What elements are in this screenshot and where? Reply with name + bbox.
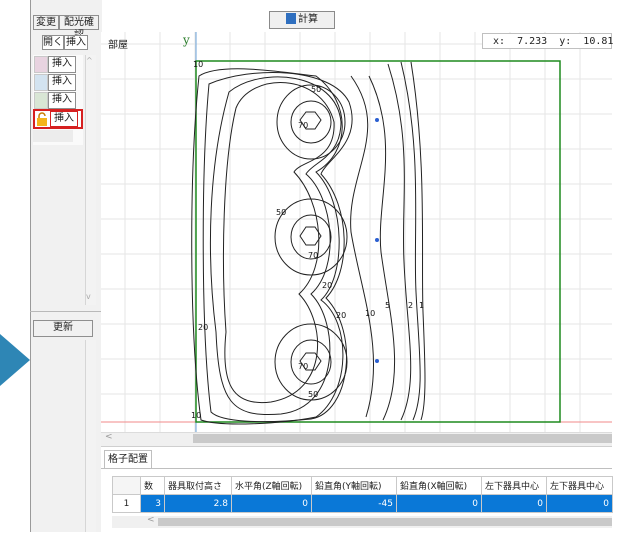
table-scroll-left-icon[interactable]: < <box>147 515 155 525</box>
column-header[interactable]: 器具取付高さ <box>164 476 232 495</box>
contour-label: 1 <box>419 301 424 310</box>
lock-icon <box>36 112 48 126</box>
table-cell[interactable]: 0 <box>231 494 312 513</box>
table-scroll-thumb[interactable] <box>158 518 612 526</box>
panel-divider <box>30 311 101 312</box>
table-cell[interactable]: 0 <box>481 494 547 513</box>
pointer-arrow <box>0 334 30 386</box>
scroll-down-icon[interactable]: v <box>86 292 91 301</box>
table-cell[interactable]: 3 <box>140 494 165 513</box>
insert-button-row-4[interactable]: 挿入 <box>50 111 78 127</box>
column-header[interactable]: 水平角(Z軸回転) <box>231 476 312 495</box>
update-list-scrollbar[interactable] <box>85 340 96 532</box>
contour-label: 50 <box>311 85 321 94</box>
left-list-scrollbar[interactable] <box>85 55 96 305</box>
luminaire-color-swatch <box>34 92 48 109</box>
column-header[interactable]: 左下器具中心 <box>546 476 613 495</box>
table-cell[interactable]: 0 <box>396 494 482 513</box>
insert-button[interactable]: 挿入 <box>64 35 88 50</box>
calc-button[interactable]: 計算 <box>269 11 335 29</box>
contour-label: 70 <box>298 121 308 130</box>
room-label: 部屋 <box>108 40 128 51</box>
contour-plot: 10 50 70 50 70 20 70 50 20 10 5 2 1 20 1… <box>101 32 612 432</box>
tab-divider <box>101 468 612 469</box>
table-cell[interactable]: 2.8 <box>164 494 232 513</box>
plot-scroll-thumb[interactable] <box>193 434 612 443</box>
scroll-left-icon[interactable]: < <box>105 432 113 442</box>
column-header[interactable]: 鉛直角(X軸回転) <box>396 476 482 495</box>
column-header[interactable]: 鉛直角(Y軸回転) <box>311 476 397 495</box>
contour-label: 10 <box>193 60 203 69</box>
tab-grid-placement[interactable]: 格子配置 <box>104 450 152 469</box>
contour-label: 20 <box>322 281 332 290</box>
insert-button-row-2[interactable]: 挿入 <box>48 74 76 91</box>
change-button[interactable]: 変更 <box>33 15 59 30</box>
grid-table[interactable]: 数 器具取付高さ 水平角(Z軸回転) 鉛直角(Y軸回転) 鉛直角(X軸回転) 左… <box>112 476 613 513</box>
coordinate-readout: x: 7.233 y: 10.81 <box>482 33 613 49</box>
luminaire-color-swatch <box>34 74 48 91</box>
luminaire-color-swatch <box>34 56 48 73</box>
insert-button-row-3[interactable]: 挿入 <box>48 92 76 109</box>
contour-label: 20 <box>336 311 346 320</box>
row-index[interactable]: 1 <box>112 494 141 513</box>
contour-label: 70 <box>298 362 308 371</box>
table-row[interactable]: 1 3 2.8 0 -45 0 0 0 <box>112 494 613 513</box>
contour-label: 20 <box>198 323 208 332</box>
open-button[interactable]: 開く <box>42 35 64 50</box>
list-empty-row <box>33 130 73 142</box>
table-corner <box>112 476 141 495</box>
insert-button-row-1[interactable]: 挿入 <box>48 56 76 73</box>
column-header[interactable]: 左下器具中心 <box>481 476 547 495</box>
contour-label: 2 <box>408 301 413 310</box>
contour-label: 10 <box>365 309 375 318</box>
scroll-up-icon[interactable]: ^ <box>86 56 93 65</box>
table-cell[interactable]: 0 <box>546 494 613 513</box>
contour-plot-area[interactable]: 10 50 70 50 70 20 70 50 20 10 5 2 1 20 1… <box>101 32 612 432</box>
contour-label: 10 <box>191 411 201 420</box>
light-check-button[interactable]: 配光確認 <box>59 15 99 41</box>
table-cell[interactable]: -45 <box>311 494 397 513</box>
table-header-row: 数 器具取付高さ 水平角(Z軸回転) 鉛直角(Y軸回転) 鉛直角(X軸回転) 左… <box>112 476 613 495</box>
contour-label: 70 <box>308 251 318 260</box>
contour-label: 5 <box>385 301 390 310</box>
contour-label: 50 <box>308 390 318 399</box>
contour-label: 50 <box>276 208 286 217</box>
column-header[interactable]: 数 <box>140 476 165 495</box>
update-button[interactable]: 更新 <box>33 320 93 337</box>
calc-button-label: 計算 <box>298 14 318 25</box>
calculator-icon <box>286 13 296 24</box>
y-axis-label: y <box>183 33 190 47</box>
